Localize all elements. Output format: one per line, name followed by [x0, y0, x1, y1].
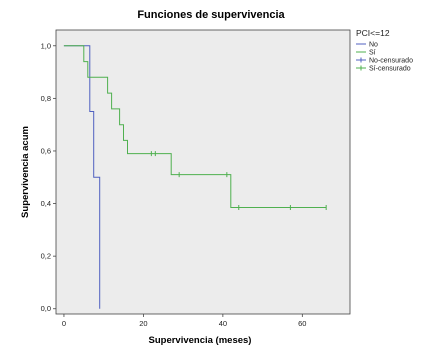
legend-label: Sí [369, 50, 376, 57]
x-tick-label: 20 [139, 319, 147, 328]
y-tick-label: 0,0 [41, 304, 51, 313]
x-tick-label: 60 [298, 319, 306, 328]
y-tick-label: 0,6 [41, 146, 51, 155]
x-tick-label: 40 [219, 319, 227, 328]
legend-title: PCI<=12 [356, 28, 390, 38]
y-tick-label: 0,8 [41, 94, 51, 103]
legend-label: No [369, 42, 378, 49]
y-tick-label: 0,4 [41, 199, 51, 208]
x-axis-label: Supervivencia (meses) [149, 335, 252, 346]
y-tick-label: 1,0 [41, 41, 51, 50]
y-tick-label: 0,2 [41, 252, 51, 261]
y-axis-label: Supervivencia acum [20, 126, 31, 218]
legend-label: No-censurado [369, 58, 413, 65]
x-tick-label: 0 [62, 319, 66, 328]
series-si-line [63, 45, 327, 208]
series-no-line [63, 45, 101, 309]
chart-title: Funciones de supervivencia [137, 9, 285, 21]
legend-label: Sí-censurado [369, 66, 411, 73]
plot-area: 0 20 40 60 0,0 0,2 0,4 0,6 0,8 1,0 [41, 29, 351, 328]
